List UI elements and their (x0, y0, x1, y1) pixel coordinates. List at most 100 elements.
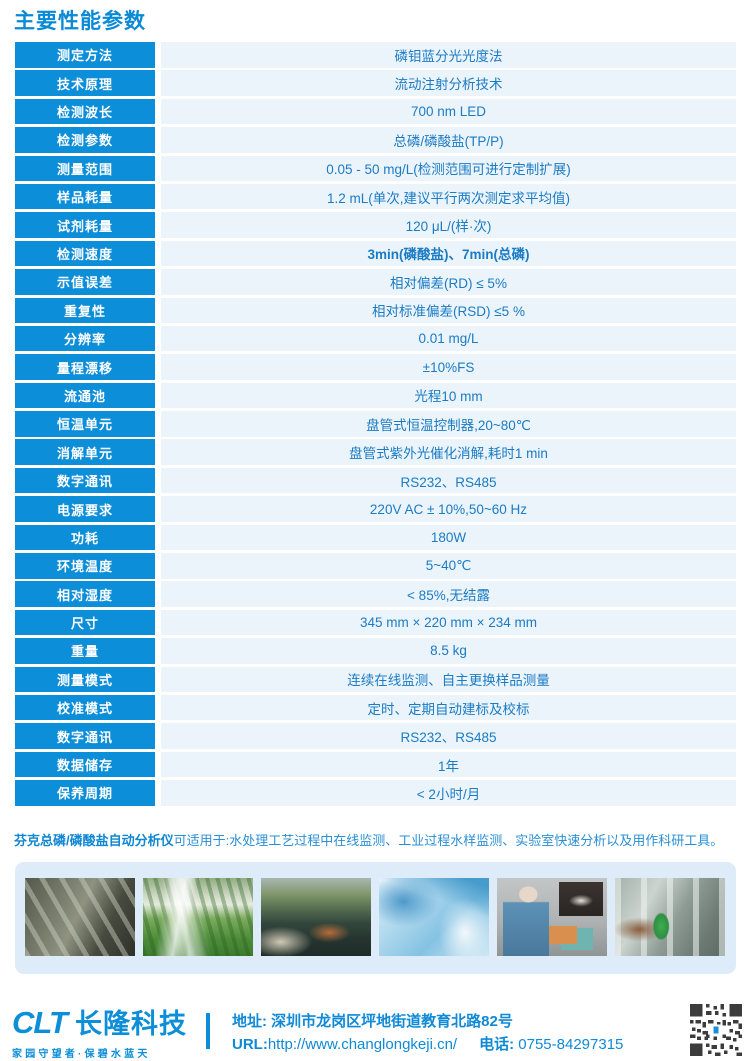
spec-parameter-value: 光程10 mm (161, 382, 736, 409)
table-row: 恒温单元 盘管式恒温控制器,20~80℃ (15, 411, 736, 437)
clt-logo-text: CLT (12, 1005, 68, 1040)
address-label: 地址: (232, 1013, 267, 1030)
spec-parameter-value: 定时、定期自动建标及校标 (161, 694, 736, 721)
product-name: 芬克总磷/磷酸盐自动分析仪 (14, 833, 174, 848)
spec-parameter-value: < 85%,无结露 (161, 581, 736, 607)
spec-parameter-value: ±10%FS (161, 354, 736, 380)
contact-info: 地址: 深圳市龙岗区坪地街道教育北路82号 URL:http://www.cha… (232, 1010, 623, 1056)
address-line: 地址: 深圳市龙岗区坪地街道教育北路82号 (232, 1010, 623, 1033)
phone-label: 电话: (479, 1036, 515, 1053)
spec-parameter-value: 1年 (161, 751, 736, 778)
table-row: 环境温度 5~40℃ (15, 553, 736, 579)
spec-parameter-label: 重复性 (15, 297, 155, 324)
table-row: 试剂耗量 120 μL/(样·次) (15, 212, 736, 238)
spec-parameter-value: RS232、RS485 (161, 467, 736, 494)
spec-parameter-value: 700 nm LED (161, 98, 736, 125)
table-row: 重复性 相对标准偏差(RSD) ≤5 % (15, 297, 736, 324)
spec-parameter-label: 环境温度 (15, 553, 155, 579)
table-row: 量程漂移 ±10%FS (15, 354, 736, 380)
laboratory-analysis-photo (379, 878, 489, 956)
spec-parameter-label: 功耗 (15, 524, 155, 551)
table-row: 消解单元 盘管式紫外光催化消解,耗时1 min (15, 439, 736, 465)
product-description: 芬克总磷/磷酸盐自动分析仪可适用于:水处理工艺过程中在线监测、工业过程水样监测、… (14, 830, 738, 849)
brand-tagline: 家园守望者·保碧水蓝天 (12, 1049, 151, 1060)
footer: CLT 长隆科技 家园守望者·保碧水蓝天 地址: 深圳市龙岗区坪地街道教育北路8… (0, 990, 750, 1061)
spec-parameter-value: 120 μL/(样·次) (161, 212, 736, 238)
table-row: 数据储存 1年 (15, 751, 736, 778)
spec-parameter-label: 检测速度 (15, 240, 155, 267)
application-photo-strip (15, 862, 736, 974)
table-row: 检测速度 3min(磷酸盐)、7min(总磷) (15, 240, 736, 267)
spec-parameter-label: 相对湿度 (15, 581, 155, 607)
brand-name: 长隆科技 (74, 1009, 187, 1039)
spec-parameter-label: 重量 (15, 638, 155, 664)
spec-parameter-label: 尺寸 (15, 609, 155, 636)
url-phone-line: URL:http://www.changlongkeji.cn/电话: 0755… (232, 1033, 623, 1056)
spec-parameter-value: 相对偏差(RD) ≤ 5% (161, 269, 736, 295)
spec-parameter-label: 恒温单元 (15, 411, 155, 437)
address-value: 深圳市龙岗区坪地街道教育北路82号 (271, 1013, 513, 1030)
spec-parameter-label: 分辨率 (15, 325, 155, 352)
table-row: 测定方法 磷钼蓝分光光度法 (15, 42, 736, 68)
lab-glassware-photo (615, 878, 725, 956)
spec-parameter-value: 总磷/磷酸盐(TP/P) (161, 127, 736, 153)
spec-parameter-value: 8.5 kg (161, 638, 736, 664)
table-row: 流通池 光程10 mm (15, 382, 736, 409)
table-row: 测量范围 0.05 - 50 mg/L(检测范围可进行定制扩展) (15, 155, 736, 182)
spec-parameter-value: 180W (161, 524, 736, 551)
spec-parameter-label: 示值误差 (15, 269, 155, 295)
table-row: 功耗 180W (15, 524, 736, 551)
table-row: 校准模式 定时、定期自动建标及校标 (15, 694, 736, 721)
table-row: 数字通讯 RS232、RS485 (15, 467, 736, 494)
company-logo: CLT 长隆科技 家园守望者·保碧水蓝天 (12, 1002, 187, 1060)
spec-parameter-label: 电源要求 (15, 496, 155, 522)
table-row: 相对湿度 < 85%,无结露 (15, 581, 736, 607)
spec-parameter-label: 消解单元 (15, 439, 155, 465)
table-row: 电源要求 220V AC ± 10%,50~60 Hz (15, 496, 736, 522)
product-description-text: 可适用于:水处理工艺过程中在线监测、工业过程水样监测、实验室快速分析以及用作科研… (173, 833, 724, 848)
table-row: 数字通讯 RS232、RS485 (15, 723, 736, 749)
spec-parameter-value: 流动注射分析技术 (161, 70, 736, 96)
farm-irrigation-photo (143, 878, 253, 956)
table-row: 检测波长 700 nm LED (15, 98, 736, 125)
spec-table: 测定方法 磷钼蓝分光光度法 技术原理 流动注射分析技术 检测波长 700 nm … (15, 42, 736, 809)
spec-parameter-value: 0.05 - 50 mg/L(检测范围可进行定制扩展) (161, 155, 736, 182)
garden-pond-photo (261, 878, 371, 956)
spec-parameter-value: 盘管式紫外光催化消解,耗时1 min (161, 439, 736, 465)
spec-parameter-value: 磷钼蓝分光光度法 (161, 42, 736, 68)
spec-parameter-value: 1.2 mL(单次,建议平行两次测定求平均值) (161, 183, 736, 210)
spec-parameter-value: 345 mm × 220 mm × 234 mm (161, 609, 736, 636)
spec-parameter-label: 数字通讯 (15, 467, 155, 494)
spec-parameter-label: 测量模式 (15, 666, 155, 693)
spec-parameter-value: 5~40℃ (161, 553, 736, 579)
logo-divider (206, 1013, 210, 1049)
spec-parameter-value: < 2小时/月 (161, 780, 736, 806)
spec-parameter-label: 保养周期 (15, 780, 155, 806)
spec-parameter-value: 220V AC ± 10%,50~60 Hz (161, 496, 736, 522)
spec-parameter-value: 0.01 mg/L (161, 325, 736, 352)
spec-parameter-value: 相对标准偏差(RSD) ≤5 % (161, 297, 736, 324)
url-link[interactable]: http://www.changlongkeji.cn/ (267, 1036, 458, 1053)
page-title: 主要性能参数 (14, 10, 146, 33)
spec-parameter-label: 测量范围 (15, 155, 155, 182)
spec-parameter-label: 数字通讯 (15, 723, 155, 749)
spec-parameter-value: RS232、RS485 (161, 723, 736, 749)
spec-parameter-label: 流通池 (15, 382, 155, 409)
table-row: 样品耗量 1.2 mL(单次,建议平行两次测定求平均值) (15, 183, 736, 210)
spec-parameter-label: 检测参数 (15, 127, 155, 153)
dental-clinic-photo (497, 878, 607, 956)
table-row: 检测参数 总磷/磷酸盐(TP/P) (15, 127, 736, 153)
spec-parameter-label: 试剂耗量 (15, 212, 155, 238)
table-row: 技术原理 流动注射分析技术 (15, 70, 736, 96)
spec-parameter-label: 量程漂移 (15, 354, 155, 380)
spec-parameter-label: 数据储存 (15, 751, 155, 778)
table-row: 尺寸 345 mm × 220 mm × 234 mm (15, 609, 736, 636)
url-label: URL: (232, 1036, 268, 1053)
spec-parameter-label: 测定方法 (15, 42, 155, 68)
spec-parameter-value: 连续在线监测、自主更换样品测量 (161, 666, 736, 693)
table-row: 重量 8.5 kg (15, 638, 736, 664)
spec-parameter-value: 盘管式恒温控制器,20~80℃ (161, 411, 736, 437)
spec-parameter-value: 3min(磷酸盐)、7min(总磷) (161, 240, 736, 267)
water-treatment-plant-photo (25, 878, 135, 956)
